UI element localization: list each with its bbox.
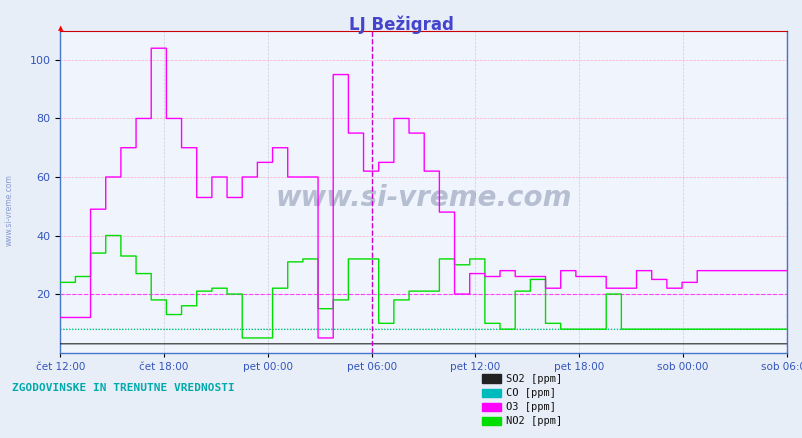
- Text: O3 [ppm]: O3 [ppm]: [505, 402, 555, 412]
- Text: ▲: ▲: [58, 25, 63, 31]
- Text: LJ Bežigrad: LJ Bežigrad: [349, 15, 453, 34]
- Text: ZGODOVINSKE IN TRENUTNE VREDNOSTI: ZGODOVINSKE IN TRENUTNE VREDNOSTI: [12, 383, 234, 392]
- Text: SO2 [ppm]: SO2 [ppm]: [505, 374, 561, 384]
- Text: NO2 [ppm]: NO2 [ppm]: [505, 416, 561, 426]
- Text: www.si-vreme.com: www.si-vreme.com: [275, 184, 571, 212]
- Text: CO [ppm]: CO [ppm]: [505, 388, 555, 398]
- Text: www.si-vreme.com: www.si-vreme.com: [5, 174, 14, 246]
